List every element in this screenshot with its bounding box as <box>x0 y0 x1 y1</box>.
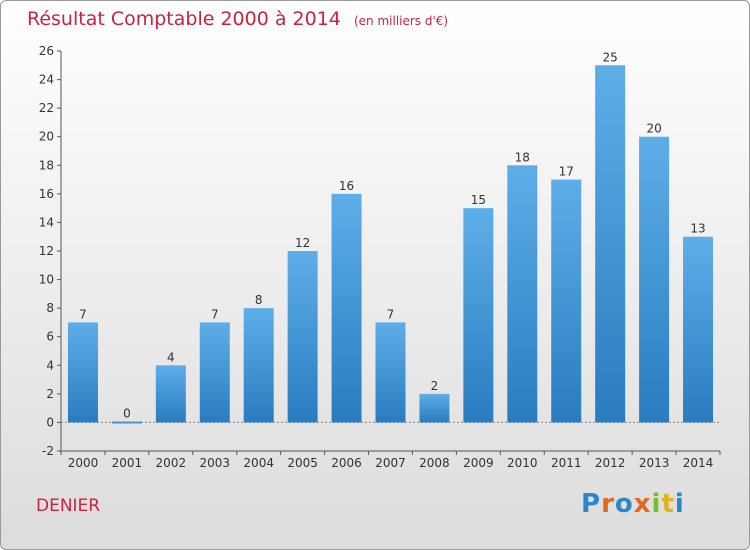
y-tick-label: 26 <box>39 44 54 58</box>
data-label: 20 <box>646 122 661 136</box>
bar <box>375 322 406 423</box>
x-tick-label: 2003 <box>199 456 230 470</box>
y-tick-label: 18 <box>39 158 54 172</box>
x-tick-label: 2005 <box>287 456 318 470</box>
y-tick-label: 10 <box>39 273 54 287</box>
bar <box>507 165 538 423</box>
y-tick-label: 2 <box>46 387 54 401</box>
y-tick-label: 4 <box>46 358 54 372</box>
x-tick-label: 2006 <box>331 456 362 470</box>
logo-letter: t <box>661 489 675 519</box>
data-label: 0 <box>123 406 131 420</box>
bar <box>199 322 230 423</box>
bar <box>331 193 362 423</box>
x-tick-label: 2014 <box>683 456 714 470</box>
bar <box>639 136 670 423</box>
x-tick-label: 2013 <box>639 456 670 470</box>
data-label: 18 <box>515 150 530 164</box>
bar <box>551 179 582 423</box>
bar <box>463 208 494 423</box>
x-tick-label: 2011 <box>551 456 582 470</box>
y-tick-label: 6 <box>46 330 54 344</box>
data-label: 7 <box>211 307 219 321</box>
data-label: 2 <box>431 379 439 393</box>
logo-letter: x <box>633 489 652 519</box>
x-tick-label: 2000 <box>68 456 99 470</box>
data-label: 12 <box>295 236 310 250</box>
chart-title: Résultat Comptable 2000 à 2014 <box>27 8 341 30</box>
data-label: 17 <box>559 165 574 179</box>
y-tick-label: 24 <box>39 73 54 87</box>
y-tick-label: 22 <box>39 101 54 115</box>
commune-name: DENIER <box>36 496 101 516</box>
x-tick-label: 2010 <box>507 456 538 470</box>
bar <box>287 251 318 423</box>
x-tick-label: 2007 <box>375 456 406 470</box>
y-tick-label: 14 <box>39 215 54 229</box>
y-tick-label: 16 <box>39 187 54 201</box>
logo-letter: P <box>581 489 602 519</box>
data-label: 4 <box>167 350 175 364</box>
x-tick-label: 2002 <box>156 456 187 470</box>
bar <box>595 65 626 423</box>
y-tick-label: 20 <box>39 130 54 144</box>
proxiti-logo[interactable]: Proxiti <box>581 489 685 519</box>
data-label: 8 <box>255 293 263 307</box>
x-tick-label: 2008 <box>419 456 450 470</box>
y-tick-label: 12 <box>39 244 54 258</box>
x-tick-label: 2004 <box>243 456 274 470</box>
bar <box>155 365 186 423</box>
logo-letter: r <box>601 489 615 519</box>
data-label: 16 <box>339 179 354 193</box>
title-row: Résultat Comptable 2000 à 2014 (en milli… <box>27 8 448 30</box>
data-label: 15 <box>471 193 486 207</box>
data-label: 13 <box>690 222 705 236</box>
bar <box>67 322 98 423</box>
y-tick-label: 8 <box>46 301 54 315</box>
data-label: 7 <box>79 307 87 321</box>
y-tick-label: 0 <box>46 415 54 429</box>
y-tick-label: -2 <box>42 444 54 458</box>
chart-unit: (en milliers d'€) <box>353 14 449 28</box>
x-tick-label: 2012 <box>595 456 626 470</box>
data-label: 7 <box>387 307 395 321</box>
logo-letter: i <box>674 489 685 519</box>
bar <box>111 421 142 424</box>
logo-letter: i <box>651 489 662 519</box>
bar <box>683 236 714 423</box>
bar <box>243 308 274 423</box>
logo-letter: o <box>614 489 634 519</box>
bar <box>419 393 450 423</box>
data-label: 25 <box>603 50 618 64</box>
x-tick-label: 2001 <box>112 456 143 470</box>
x-tick-label: 2009 <box>463 456 494 470</box>
